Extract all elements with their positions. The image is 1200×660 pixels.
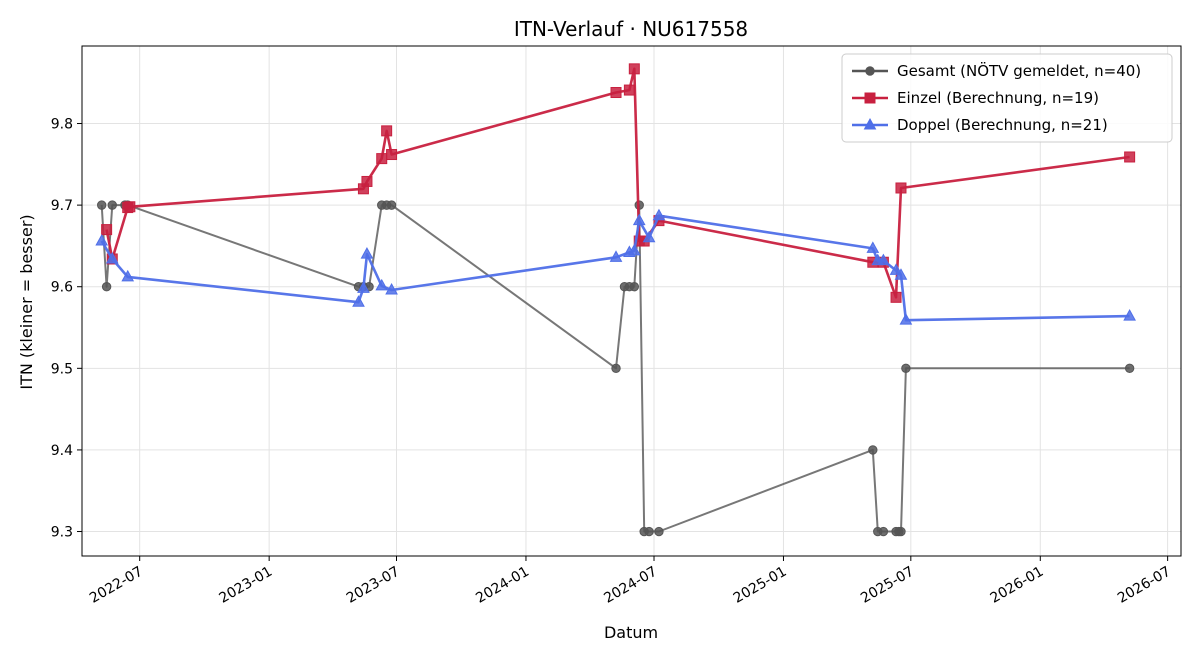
- data-point: [868, 445, 878, 455]
- chart-title: ITN-Verlauf · NU617558: [514, 17, 748, 41]
- data-point: [386, 149, 398, 161]
- data-point: [632, 213, 646, 226]
- data-point: [628, 63, 640, 75]
- data-point: [124, 201, 136, 213]
- data-point: [97, 200, 107, 210]
- data-point: [901, 363, 911, 374]
- data-point: [381, 125, 393, 137]
- data-point: [877, 253, 890, 266]
- y-tick-label: 9.6: [51, 280, 73, 296]
- data-point: [1123, 309, 1136, 321]
- legend-marker: [863, 117, 877, 130]
- y-tick-label: 9.5: [51, 361, 73, 377]
- data-point: [1124, 151, 1136, 163]
- data-point: [385, 282, 398, 295]
- legend-box: [841, 53, 1173, 143]
- data-point: [896, 526, 906, 537]
- data-point: [609, 250, 623, 262]
- y-axis: 9.3 9.4 9.5 9.6 9.7 9.8: [51, 117, 82, 541]
- legend-entry-label: Einzel (Berechnung, n=19): [897, 89, 1099, 107]
- series-3: [95, 208, 1136, 325]
- data-point: [1124, 363, 1135, 374]
- legend-marker: [865, 66, 875, 76]
- data-point: [611, 363, 621, 374]
- y-tick-label: 9.4: [51, 443, 73, 459]
- y-tick-label: 9.7: [51, 198, 73, 214]
- data-point: [386, 200, 397, 210]
- data-point: [352, 295, 365, 307]
- data-point: [895, 182, 907, 194]
- data-point: [627, 243, 641, 256]
- data-point: [899, 313, 913, 325]
- data-point: [866, 241, 880, 253]
- data-point: [101, 282, 112, 292]
- data-point: [357, 281, 370, 293]
- data-point: [360, 247, 374, 259]
- legend: Gesamt (NÖTV gemeldet, n=40) Einzel (Bere…: [841, 53, 1173, 143]
- data-point: [121, 269, 135, 282]
- data-point: [642, 230, 656, 243]
- series-1: [97, 200, 1135, 537]
- data-point: [878, 526, 889, 537]
- y-axis-label: ITN (kleiner = besser): [17, 214, 36, 389]
- data-point: [95, 233, 109, 246]
- data-point: [375, 278, 389, 291]
- data-point: [107, 200, 117, 210]
- data-point: [361, 175, 373, 187]
- data-point: [894, 268, 908, 280]
- data-point: [652, 208, 666, 221]
- legend-entry-label: Doppel (Berechnung, n=21): [897, 116, 1108, 134]
- data-point: [101, 224, 113, 236]
- data-point: [890, 291, 902, 303]
- legend-marker: [864, 92, 876, 104]
- plot-frame: [81, 45, 1182, 557]
- data-point: [623, 84, 635, 96]
- data-point: [654, 526, 664, 537]
- data-point: [629, 282, 640, 292]
- x-axis-label: Datum: [604, 623, 658, 642]
- data-point: [610, 87, 622, 99]
- data-point: [644, 526, 654, 537]
- y-tick-label: 9.3: [51, 525, 73, 541]
- data-point: [105, 251, 119, 264]
- legend-entry-label: Gesamt (NÖTV gemeldet, n=40): [897, 61, 1141, 80]
- series-layer: [95, 63, 1136, 537]
- y-tick-label: 9.8: [51, 117, 73, 133]
- data-point: [889, 263, 903, 275]
- data-point: [376, 153, 388, 165]
